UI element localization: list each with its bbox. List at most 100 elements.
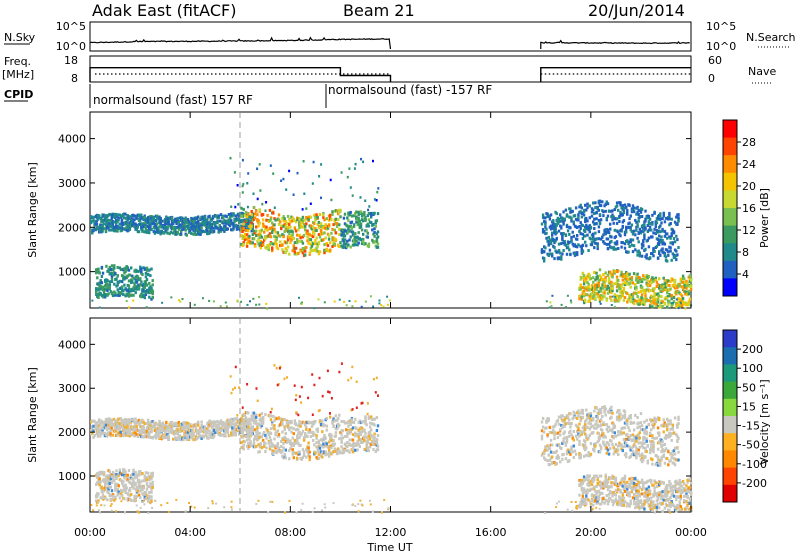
echo-cell: [269, 209, 271, 212]
sparse-echo-cell: [303, 193, 305, 196]
echo-cell: [253, 412, 255, 415]
echo-cell: [244, 425, 246, 428]
echo-cell: [636, 273, 638, 276]
echo-cell: [149, 436, 151, 439]
echo-cell: [325, 453, 327, 456]
echo-cell: [261, 412, 263, 415]
echo-cell: [565, 209, 567, 212]
echo-cell: [329, 249, 331, 252]
echo-cell: [235, 422, 237, 425]
echo-cell: [630, 240, 632, 243]
echo-cell: [589, 297, 591, 300]
echo-cell: [102, 272, 104, 275]
echo-cell: [647, 279, 649, 282]
echo-cell: [622, 225, 624, 228]
echo-cell: [367, 236, 369, 239]
sparse-echo-cell: [352, 194, 354, 197]
echo-cell: [233, 417, 235, 420]
echo-cell: [253, 237, 255, 240]
echo-cell: [289, 439, 291, 442]
echo-cell: [259, 414, 261, 417]
sparse-echo-cell: [280, 180, 282, 183]
echo-cell: [344, 449, 346, 452]
echo-cell: [206, 218, 208, 221]
echo-cell: [573, 221, 575, 224]
echo-cell: [155, 219, 157, 222]
echo-cell: [227, 428, 229, 431]
echo-cell: [317, 427, 319, 430]
echo-cell: [149, 291, 151, 294]
echo-cell: [648, 275, 650, 278]
echo-cell: [545, 237, 547, 240]
echo-cell: [124, 470, 126, 473]
echo-cell: [680, 278, 682, 281]
echo-cell: [248, 422, 250, 425]
echo-cell: [122, 293, 124, 296]
echo-cell: [273, 228, 275, 231]
echo-cell: [377, 424, 379, 427]
echo-cell: [677, 213, 679, 216]
sparse-echo-cell: [302, 208, 304, 211]
echo-cell: [213, 230, 215, 233]
sparse-echo-cell: [293, 194, 295, 197]
echo-cell: [107, 424, 109, 427]
echo-cell: [171, 225, 173, 228]
echo-cell: [603, 295, 605, 298]
echo-cell: [186, 234, 188, 237]
echo-cell: [673, 231, 675, 234]
echo-cell: [560, 255, 562, 258]
echo-cell: [657, 283, 659, 286]
echo-cell: [119, 468, 121, 471]
echo-cell: [661, 247, 663, 250]
echo-cell: [620, 271, 622, 274]
echo-cell: [144, 290, 146, 293]
echo-cell: [248, 434, 250, 437]
echo-cell: [624, 296, 626, 299]
echo-cell: [652, 280, 654, 283]
echo-cell: [583, 209, 585, 212]
echo-cell: [558, 243, 560, 246]
echo-cell: [354, 449, 356, 452]
ground-scatter-cell: [208, 300, 210, 302]
echo-cell: [336, 222, 338, 225]
echo-cell: [294, 250, 296, 253]
echo-cell: [188, 220, 190, 223]
echo-cell: [111, 217, 113, 220]
echo-cell: [133, 218, 135, 221]
echo-cell: [251, 225, 253, 228]
echo-cell: [289, 241, 291, 244]
echo-cell: [377, 236, 379, 239]
echo-cell: [364, 219, 366, 222]
echo-cell: [110, 486, 112, 489]
echo-cell: [286, 249, 288, 252]
echo-cell: [659, 225, 661, 228]
echo-cell: [95, 287, 97, 290]
echo-cell: [566, 253, 568, 256]
echo-cell: [305, 222, 307, 225]
ground-scatter-cell: [599, 301, 601, 303]
echo-cell: [616, 289, 618, 292]
echo-cell: [318, 457, 320, 460]
echo-cell: [323, 434, 325, 437]
echo-cell: [625, 231, 627, 234]
echo-cell: [101, 230, 103, 233]
echo-cell: [287, 215, 289, 218]
echo-cell: [344, 435, 346, 438]
sparse-echo-cell: [253, 193, 255, 196]
echo-cell: [648, 215, 650, 218]
ground-scatter-cell: [642, 304, 644, 306]
echo-cell: [243, 420, 245, 423]
echo-cell: [686, 284, 688, 287]
echo-cell: [278, 447, 280, 450]
echo-cell: [354, 243, 356, 246]
echo-cell: [605, 285, 607, 288]
echo-cell: [240, 441, 242, 444]
ground-scatter-cell: [549, 307, 551, 309]
echo-cell: [661, 305, 663, 308]
echo-cell: [243, 447, 245, 450]
echo-cell: [265, 446, 267, 449]
echo-cell: [241, 230, 243, 233]
echo-cell: [330, 434, 332, 437]
echo-cell: [651, 305, 653, 308]
echo-cell: [558, 220, 560, 223]
